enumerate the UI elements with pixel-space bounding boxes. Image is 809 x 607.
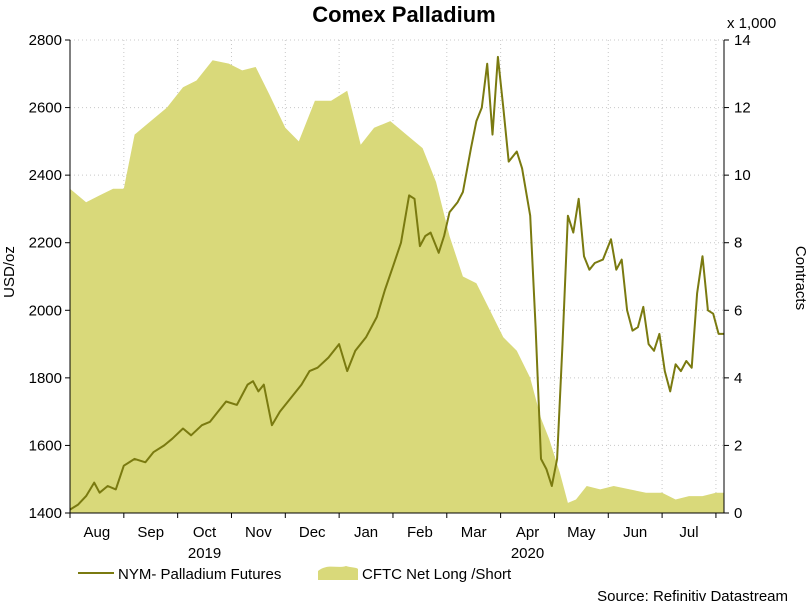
- left-tick-label: 1400: [29, 505, 62, 522]
- source-note: Source: Refinitiv Datastream: [597, 588, 788, 605]
- month-label: Apr: [516, 524, 539, 541]
- cftc-area-layer: [70, 60, 724, 514]
- year-label: 2020: [511, 545, 544, 562]
- month-label: Jun: [623, 524, 647, 541]
- legend-area-swatch: [318, 566, 358, 580]
- right-tick-label: 12: [734, 100, 751, 117]
- futures-line-layer: [69, 55, 724, 511]
- year-label: 2019: [188, 545, 221, 562]
- month-label: May: [567, 524, 596, 541]
- legend: NYM- Palladium Futures CFTC Net Long /Sh…: [78, 566, 512, 583]
- axes: [65, 39, 729, 518]
- right-tick-label: 0: [734, 505, 742, 522]
- left-tick-label: 2000: [29, 302, 62, 319]
- right-tick-label: 6: [734, 302, 742, 319]
- left-tick-label: 2600: [29, 100, 62, 117]
- month-label: Jan: [354, 524, 378, 541]
- cftc-area: [70, 60, 724, 514]
- right-tick-label: 2: [734, 437, 742, 454]
- left-tick-label: 1600: [29, 437, 62, 454]
- right-tick-label: 8: [734, 235, 742, 252]
- month-label: Nov: [245, 524, 272, 541]
- right-tick-label: 10: [734, 167, 751, 184]
- tick-labels: 1400 1600 1800 2000 2200 2400 2600 2800 0 2 4 6 8 10 1…: [29, 32, 751, 562]
- palladium-futures-line: [69, 55, 724, 511]
- right-tick-label: 4: [734, 370, 742, 387]
- left-tick-label: 1800: [29, 370, 62, 387]
- month-label: Mar: [461, 524, 487, 541]
- month-label: Dec: [299, 524, 326, 541]
- left-tick-label: 2400: [29, 167, 62, 184]
- month-label: Aug: [84, 524, 111, 541]
- month-label: Feb: [407, 524, 433, 541]
- legend-line-label: NYM- Palladium Futures: [118, 566, 281, 583]
- left-tick-label: 2200: [29, 235, 62, 252]
- legend-area-label: CFTC Net Long /Short: [362, 566, 512, 583]
- left-tick-label: 2800: [29, 32, 62, 49]
- month-label: Jul: [679, 524, 698, 541]
- right-tick-label: 14: [734, 32, 751, 49]
- right-axis-multiplier: x 1,000: [727, 15, 776, 32]
- left-axis-label: USD/oz: [1, 246, 18, 298]
- chart-title: Comex Palladium: [312, 2, 495, 27]
- right-axis-label: Contracts: [792, 246, 809, 310]
- month-label: Oct: [193, 524, 217, 541]
- month-label: Sep: [137, 524, 164, 541]
